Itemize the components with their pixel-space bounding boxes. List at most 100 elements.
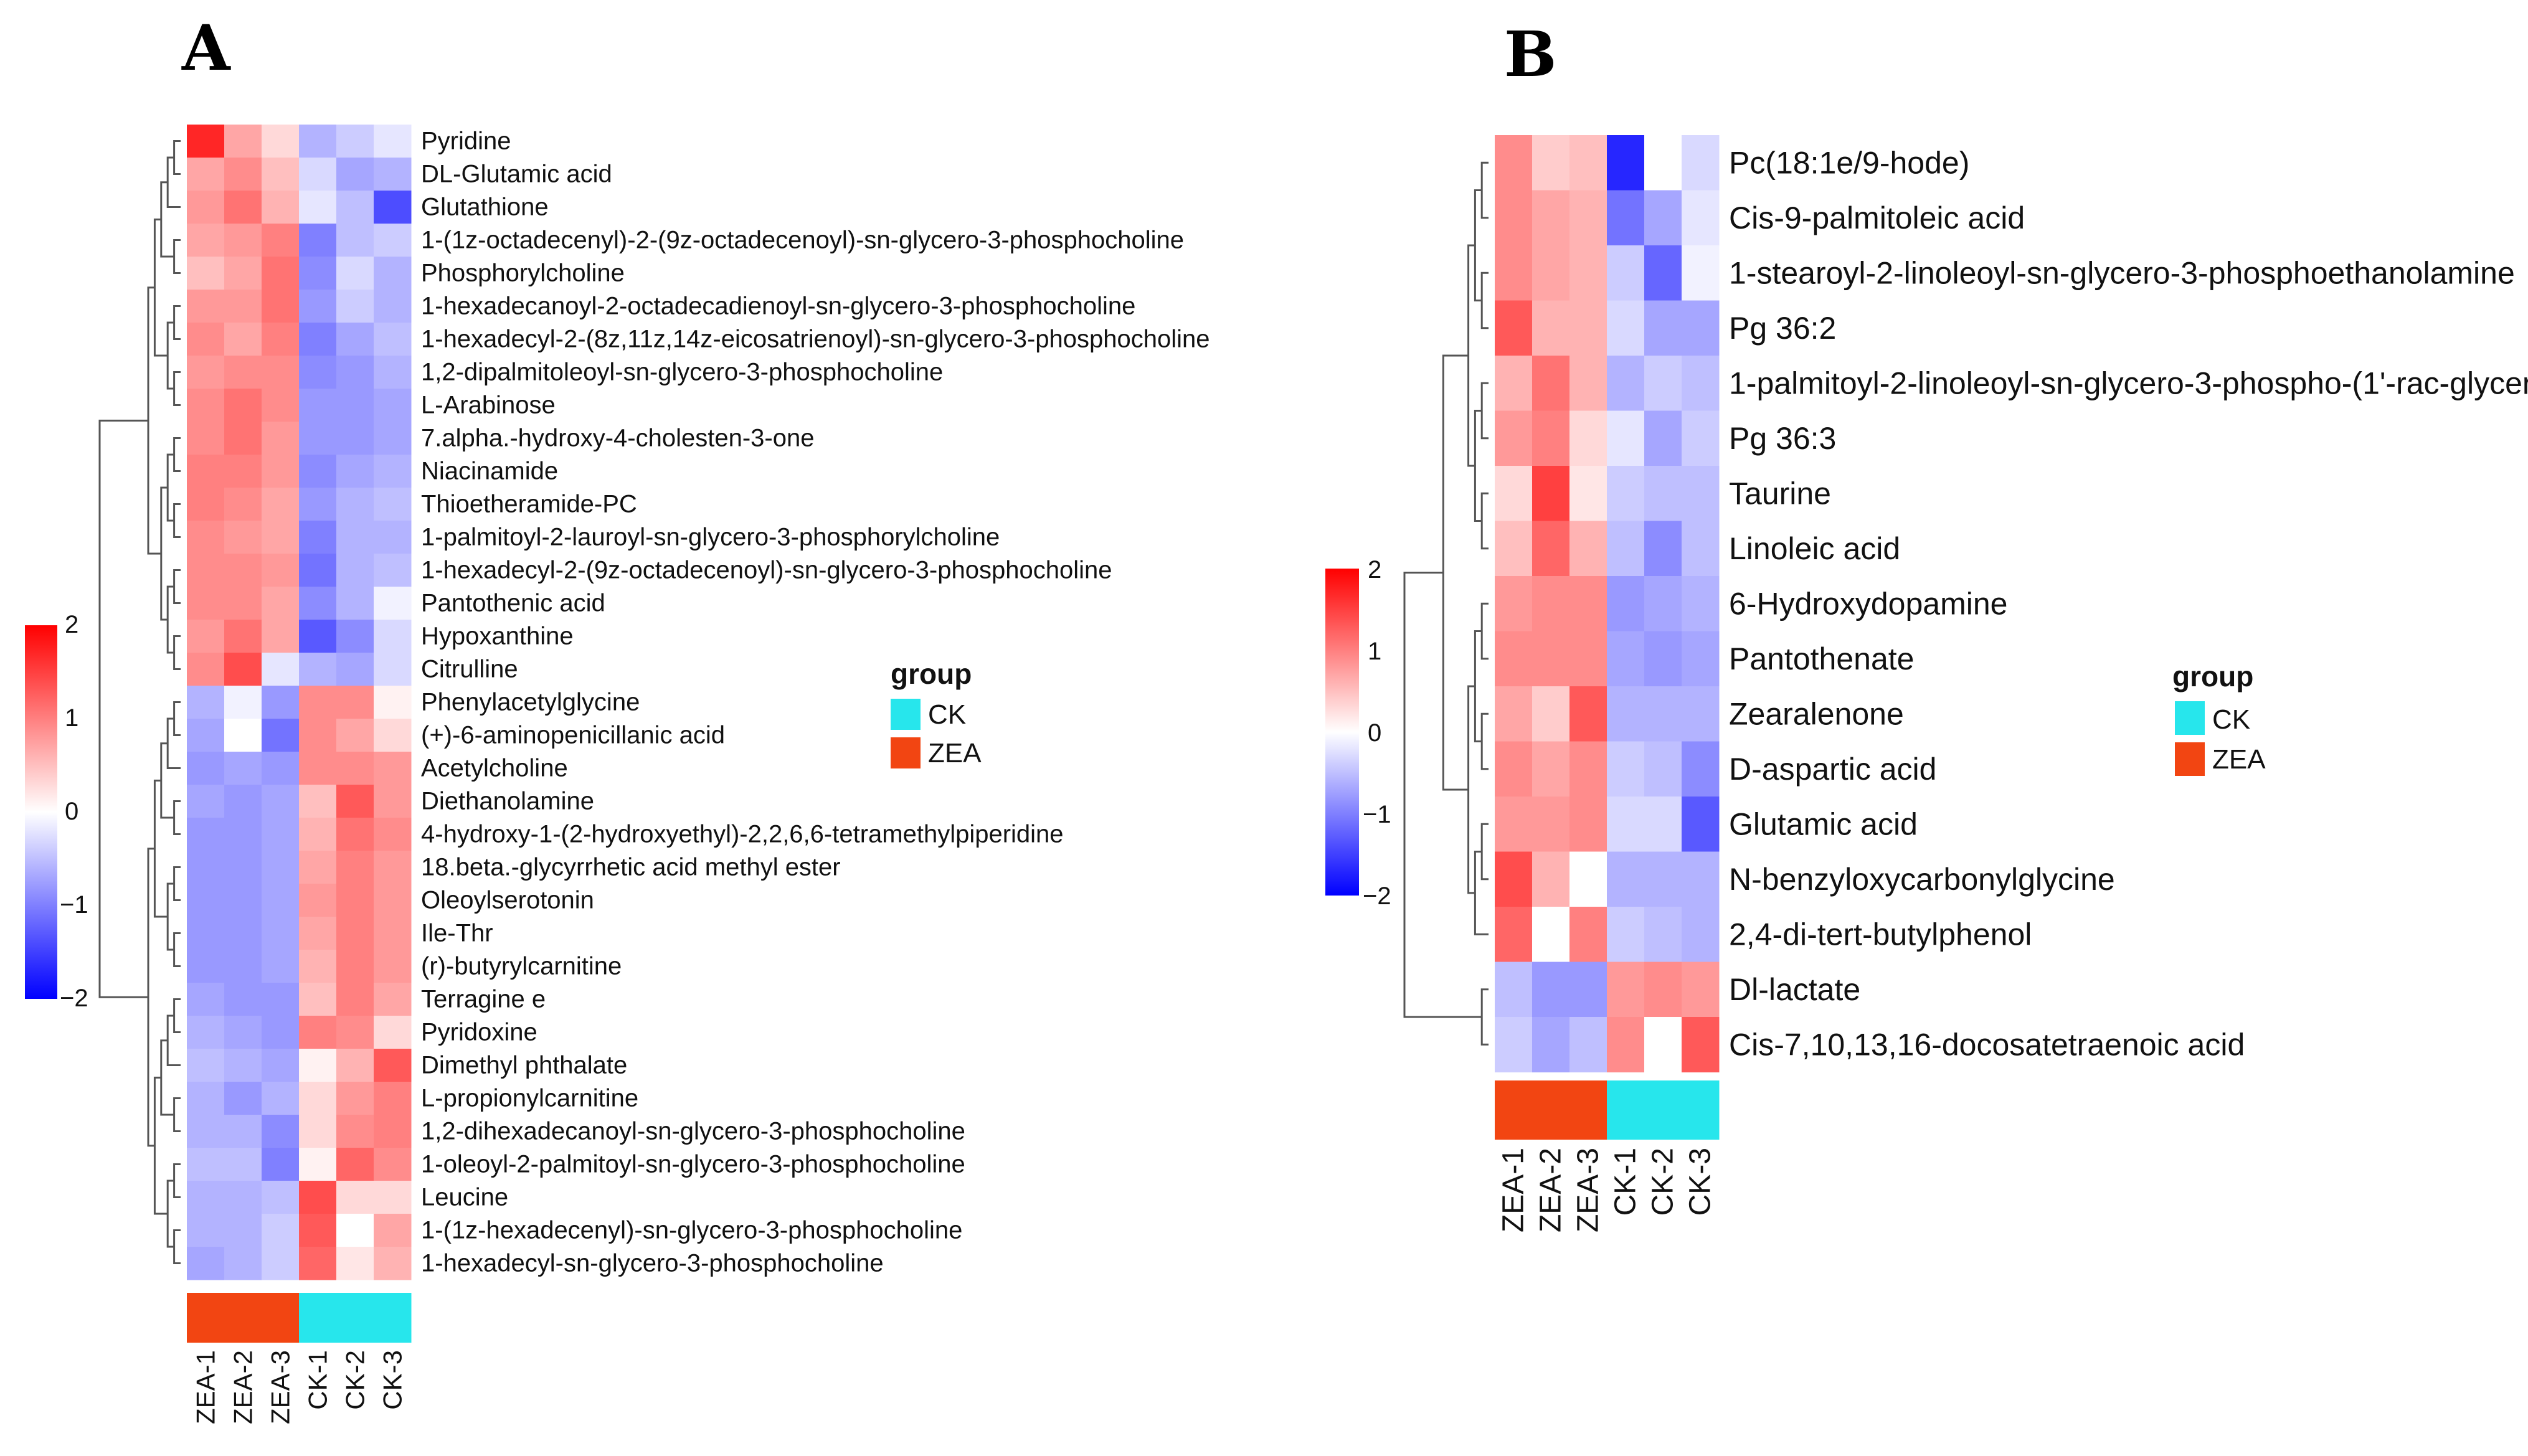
panel-a-row-label: Oleoylserotonin bbox=[421, 887, 594, 914]
panel-b-row-label: Cis-9-palmitoleic acid bbox=[1729, 201, 2025, 235]
panel-b-heatmap-cell bbox=[1532, 190, 1570, 246]
panel-a-heatmap-cell bbox=[262, 983, 300, 1016]
panel-a-heatmap-cell bbox=[187, 1148, 225, 1181]
panel-a-heatmap-cell bbox=[262, 1148, 300, 1181]
panel-a-heatmap-cell bbox=[187, 1082, 225, 1115]
panel-a-colorbar-tick: 2 bbox=[65, 611, 78, 638]
panel-a-heatmap-cell bbox=[299, 1148, 337, 1181]
panel-a-heatmap-cell bbox=[374, 125, 412, 158]
panel-b-heatmap-cell bbox=[1607, 851, 1645, 907]
panel-a-heatmap-cell bbox=[224, 455, 262, 488]
panel-a-heatmap-cell bbox=[187, 455, 225, 488]
panel-a-heatmap-cell bbox=[187, 785, 225, 818]
panel-b-heatmap-cell bbox=[1569, 135, 1607, 191]
panel-b-row-label: Pg 36:2 bbox=[1729, 311, 1836, 346]
panel-b-heatmap-cell bbox=[1495, 190, 1533, 246]
panel-b-column-label: ZEA-2 bbox=[1535, 1148, 1568, 1232]
panel-a-heatmap-cell bbox=[224, 191, 262, 224]
panel-a-heatmap-cell bbox=[374, 257, 412, 290]
panel-a-heatmap-cell bbox=[336, 356, 374, 389]
panel-b-row-label: Pg 36:3 bbox=[1729, 421, 1836, 456]
panel-a-row-label: 1-hexadecyl-sn-glycero-3-phosphocholine bbox=[421, 1250, 884, 1277]
panel-a-heatmap-cell bbox=[224, 884, 262, 917]
panel-a-heatmap-cell bbox=[299, 290, 337, 323]
panel-b-heatmap-cell bbox=[1644, 631, 1682, 687]
panel-b-heatmap-cell bbox=[1644, 851, 1682, 907]
panel-b-heatmap-cell bbox=[1607, 135, 1645, 191]
panel-a-row-label: Niacinamide bbox=[421, 458, 558, 485]
panel-b-heatmap-cell bbox=[1569, 576, 1607, 631]
panel-b-heatmap-cell bbox=[1682, 576, 1720, 631]
panel-a-heatmap-cell bbox=[336, 851, 374, 884]
panel-a-row-dendrogram bbox=[98, 140, 181, 1264]
panel-a-heatmap-cell bbox=[262, 125, 300, 158]
panel-a-heatmap-cell bbox=[224, 488, 262, 521]
panel-a-heatmap-cell bbox=[336, 1214, 374, 1247]
panel-a-heatmap-cell bbox=[336, 521, 374, 554]
panel-a-row-label: L-propionylcarnitine bbox=[421, 1085, 638, 1112]
panel-a-heatmap-cell bbox=[374, 422, 412, 455]
panel-a-heatmap-cell bbox=[262, 488, 300, 521]
panel-b-heatmap-cell bbox=[1532, 741, 1570, 797]
panel-a-row-label: 1-oleoyl-2-palmitoyl-sn-glycero-3-phosph… bbox=[421, 1151, 965, 1178]
panel-b-group-bar-cell bbox=[1607, 1080, 1645, 1140]
panel-a-heatmap-cell bbox=[374, 158, 412, 191]
panel-a-row-label: DL-Glutamic acid bbox=[421, 161, 612, 188]
panel-b-heatmap-cell bbox=[1532, 410, 1570, 466]
panel-a-heatmap-cell bbox=[262, 587, 300, 620]
panel-b-heatmap-cell bbox=[1682, 521, 1720, 577]
panel-a-heatmap-cell bbox=[299, 521, 337, 554]
panel-a-heatmap-cell bbox=[187, 488, 225, 521]
panel-a-column-labels: ZEA-1 ZEA-2 ZEA-3 CK-1 CK-2 CK-3 bbox=[191, 1350, 407, 1424]
panel-a-heatmap-cell bbox=[374, 950, 412, 983]
panel-b-group-bar-cell bbox=[1495, 1080, 1533, 1140]
panel-a-row-label: Diethanolamine bbox=[421, 788, 594, 815]
panel-b-heatmap-cell bbox=[1569, 797, 1607, 852]
panel-a-heatmap-cell bbox=[374, 389, 412, 422]
panel-b-heatmap-cell bbox=[1682, 190, 1720, 246]
panel-a-heatmap-cell bbox=[336, 488, 374, 521]
panel-a-heatmap-cell bbox=[336, 1247, 374, 1280]
panel-b-column-label: ZEA-3 bbox=[1572, 1148, 1605, 1232]
panel-a-heatmap-cell bbox=[224, 356, 262, 389]
panel-b-heatmap-cell bbox=[1607, 686, 1645, 742]
panel-a-heatmap-cell bbox=[299, 653, 337, 686]
panel-b-column-label: CK-3 bbox=[1684, 1148, 1717, 1216]
panel-a-heatmap-cell bbox=[224, 1214, 262, 1247]
panel-b-colorbar-tick: 0 bbox=[1368, 719, 1381, 747]
panel-a-heatmap-cell bbox=[336, 290, 374, 323]
panel-b-heatmap-cell bbox=[1607, 907, 1645, 962]
panel-a-heatmap-cell bbox=[262, 620, 300, 653]
panel-a-heatmap-cell bbox=[224, 257, 262, 290]
panel-b-heatmap-cell bbox=[1607, 797, 1645, 852]
panel-a-heatmap-cell bbox=[336, 455, 374, 488]
panel-a-heatmap-cell bbox=[262, 653, 300, 686]
panel-b-legend-swatch-zea bbox=[2175, 742, 2205, 776]
panel-b-heatmap-cell bbox=[1644, 907, 1682, 962]
panel-a-column-label: CK-2 bbox=[341, 1350, 370, 1410]
panel-a-heatmap-cell bbox=[224, 1016, 262, 1049]
panel-a-column-label: CK-3 bbox=[378, 1350, 407, 1410]
panel-b-heatmap-cell bbox=[1495, 410, 1533, 466]
panel-b-heatmap-cell bbox=[1569, 1017, 1607, 1072]
panel-a-heatmap-cell bbox=[336, 422, 374, 455]
panel-b-heatmap-cell bbox=[1532, 356, 1570, 411]
panel-a-heatmap-cell bbox=[299, 257, 337, 290]
panel-b-heatmap-cell bbox=[1682, 135, 1720, 191]
panel-a-heatmap-cell bbox=[224, 1247, 262, 1280]
panel-a-heatmap-cell bbox=[224, 1082, 262, 1115]
panel-a-heatmap-cell bbox=[262, 323, 300, 356]
panel-b: B Pc(18:1e/9-hode) Cis-9-palmitoleic acid… bbox=[1325, 17, 2528, 1232]
panel-a-heatmap-cell bbox=[374, 488, 412, 521]
panel-b-group-bar-cell bbox=[1682, 1080, 1720, 1140]
panel-b-row-labels: Pc(18:1e/9-hode) Cis-9-palmitoleic acid 1-… bbox=[1729, 145, 2528, 1062]
panel-a-heatmap-cell bbox=[187, 1247, 225, 1280]
panel-b-legend-swatch-ck bbox=[2175, 701, 2205, 735]
panel-b-row-label: Taurine bbox=[1729, 476, 1831, 511]
panel-a-heatmap-cell bbox=[374, 224, 412, 257]
panel-a-group-bar-cell bbox=[336, 1293, 374, 1343]
panel-a-column-label: CK-1 bbox=[303, 1350, 333, 1410]
panel-a-heatmap-cell bbox=[262, 1082, 300, 1115]
panel-b-row-label: D-aspartic acid bbox=[1729, 752, 1936, 787]
panel-a-row-label: Glutathione bbox=[421, 194, 549, 221]
